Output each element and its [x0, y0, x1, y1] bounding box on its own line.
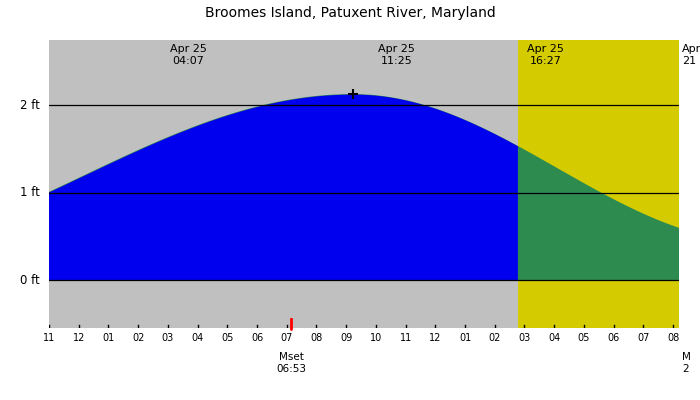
Text: 02: 02	[489, 333, 501, 343]
Text: 05: 05	[578, 333, 590, 343]
Text: Broomes Island, Patuxent River, Maryland: Broomes Island, Patuxent River, Maryland	[204, 6, 496, 20]
Text: Apr 25
11:25: Apr 25 11:25	[378, 44, 415, 66]
Text: 06: 06	[251, 333, 263, 343]
Text: 07: 07	[637, 333, 650, 343]
Text: 08: 08	[310, 333, 323, 343]
Text: 0 ft: 0 ft	[20, 274, 40, 286]
Text: 06: 06	[608, 333, 620, 343]
Text: 02: 02	[132, 333, 144, 343]
Bar	[517, 40, 679, 328]
Text: 11: 11	[400, 333, 412, 343]
Text: 07: 07	[281, 333, 293, 343]
Text: 2 ft: 2 ft	[20, 99, 40, 112]
Text: 01: 01	[102, 333, 115, 343]
Text: 10: 10	[370, 333, 382, 343]
Text: M
2: M 2	[682, 352, 691, 374]
Text: 05: 05	[221, 333, 234, 343]
Text: Apr 25
16:27: Apr 25 16:27	[527, 44, 564, 66]
Text: 03: 03	[518, 333, 531, 343]
Text: 09: 09	[340, 333, 352, 343]
Text: 03: 03	[162, 333, 174, 343]
Text: 1 ft: 1 ft	[20, 186, 40, 199]
Text: Apr
21: Apr 21	[682, 44, 700, 66]
Text: 04: 04	[192, 333, 204, 343]
Text: Mset
06:53: Mset 06:53	[276, 352, 307, 374]
Text: Apr 25
04:07: Apr 25 04:07	[170, 44, 207, 66]
Text: 08: 08	[667, 333, 679, 343]
Text: 12: 12	[73, 333, 85, 343]
Text: 01: 01	[459, 333, 471, 343]
Text: 12: 12	[429, 333, 442, 343]
Text: 04: 04	[548, 333, 560, 343]
Text: 11: 11	[43, 333, 55, 343]
